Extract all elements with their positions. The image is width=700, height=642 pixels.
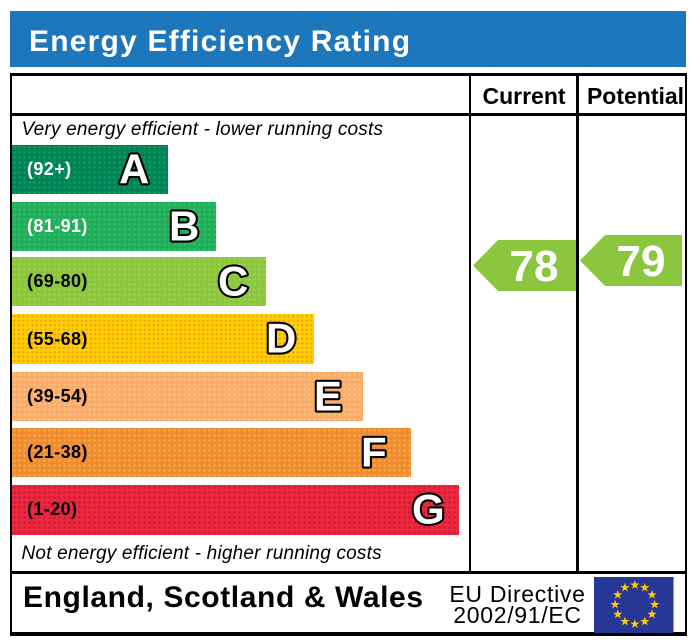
- svg-text:F: F: [361, 429, 387, 476]
- svg-text:A: A: [119, 146, 149, 193]
- svg-text:G: G: [412, 485, 445, 532]
- svg-text:D: D: [266, 315, 296, 362]
- svg-text:E: E: [314, 373, 342, 420]
- svg-text:79: 79: [617, 237, 666, 286]
- svg-text:C: C: [218, 258, 248, 305]
- svg-text:78: 78: [510, 242, 559, 291]
- svg-text:B: B: [169, 202, 199, 249]
